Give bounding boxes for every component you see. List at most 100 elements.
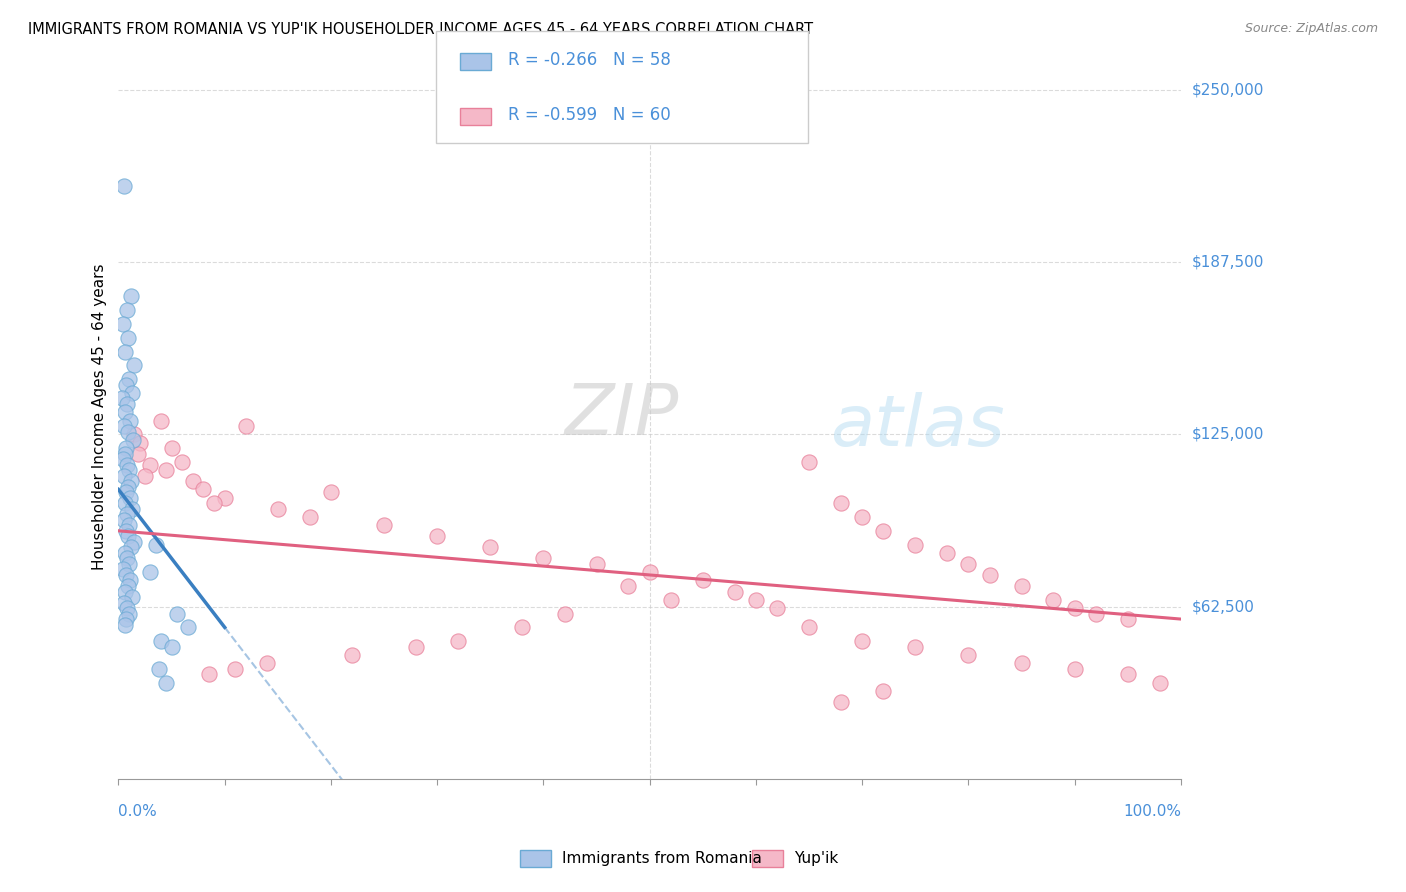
Point [139,565,162,579]
Text: R = -0.599   N = 60: R = -0.599 N = 60 [508,106,671,124]
Point [1042,592,1064,607]
Point [115,612,138,626]
Point [298,510,321,524]
Point [115,441,138,455]
Point [122,433,145,447]
Point [1011,656,1033,670]
Text: $250,000: $250,000 [1192,82,1264,97]
Point [115,377,138,392]
Point [340,648,363,662]
Point [121,590,143,604]
Point [118,607,141,621]
Point [128,435,150,450]
Point [114,344,136,359]
Text: R = -0.266   N = 58: R = -0.266 N = 58 [508,51,671,69]
Point [124,359,146,373]
Point [1084,607,1107,621]
Point [121,501,143,516]
Point [533,551,555,566]
Point [193,483,215,497]
Text: ZIP: ZIP [565,381,679,450]
Point [224,662,246,676]
Point [115,458,138,472]
Point [426,529,449,543]
Point [659,592,682,607]
Point [957,557,980,571]
Point [114,546,136,560]
Point [936,546,959,560]
Point [1116,612,1139,626]
Point [148,662,170,676]
Text: $187,500: $187,500 [1192,254,1264,269]
Text: Yup'ik: Yup'ik [794,851,838,865]
Point [638,565,661,579]
Point [904,640,927,654]
Point [181,474,204,488]
Point [235,419,257,434]
Point [447,634,470,648]
Point [145,538,167,552]
Point [127,447,149,461]
Text: 100.0%: 100.0% [1123,804,1181,819]
Point [1011,579,1033,593]
Point [766,601,789,615]
Point [149,413,172,427]
Point [120,413,142,427]
Point [172,455,194,469]
Point [118,557,141,571]
Point [160,640,183,654]
Point [851,634,873,648]
Point [112,419,135,434]
Point [176,620,198,634]
Point [120,474,142,488]
Point [117,425,139,439]
Point [585,557,607,571]
Point [692,574,714,588]
Point [112,595,135,609]
Point [797,620,820,634]
Point [1063,662,1085,676]
Point [373,518,395,533]
Point [120,541,142,555]
Text: 0.0%: 0.0% [118,804,157,819]
Point [979,568,1001,582]
Point [117,331,139,345]
Text: Source: ZipAtlas.com: Source: ZipAtlas.com [1244,22,1378,36]
Point [405,640,427,654]
Point [120,491,142,505]
Point [830,695,852,709]
Point [267,501,290,516]
Text: Immigrants from Romania: Immigrants from Romania [562,851,762,865]
Text: IMMIGRANTS FROM ROMANIA VS YUP'IK HOUSEHOLDER INCOME AGES 45 - 64 YEARS CORRELAT: IMMIGRANTS FROM ROMANIA VS YUP'IK HOUSEH… [28,22,813,37]
Point [1063,601,1085,615]
Point [724,584,747,599]
Point [124,534,146,549]
Point [319,485,342,500]
Point [111,392,134,406]
Point [134,468,156,483]
Point [214,491,236,505]
Point [1149,675,1171,690]
Point [117,529,139,543]
Point [115,524,138,538]
Point [149,634,172,648]
Point [111,317,134,331]
Point [745,592,768,607]
Point [830,496,852,510]
Point [155,675,177,690]
Point [155,463,177,477]
Point [114,447,136,461]
Point [510,620,533,634]
Point [160,441,183,455]
Point [117,480,139,494]
Point [112,179,135,194]
Point [115,303,138,318]
Y-axis label: Householder Income Ages 45 - 64 years: Householder Income Ages 45 - 64 years [93,264,107,570]
Point [797,455,820,469]
Point [872,683,894,698]
Point [851,510,873,524]
Point [115,485,138,500]
Point [118,518,141,533]
Point [120,289,142,303]
Point [256,656,278,670]
